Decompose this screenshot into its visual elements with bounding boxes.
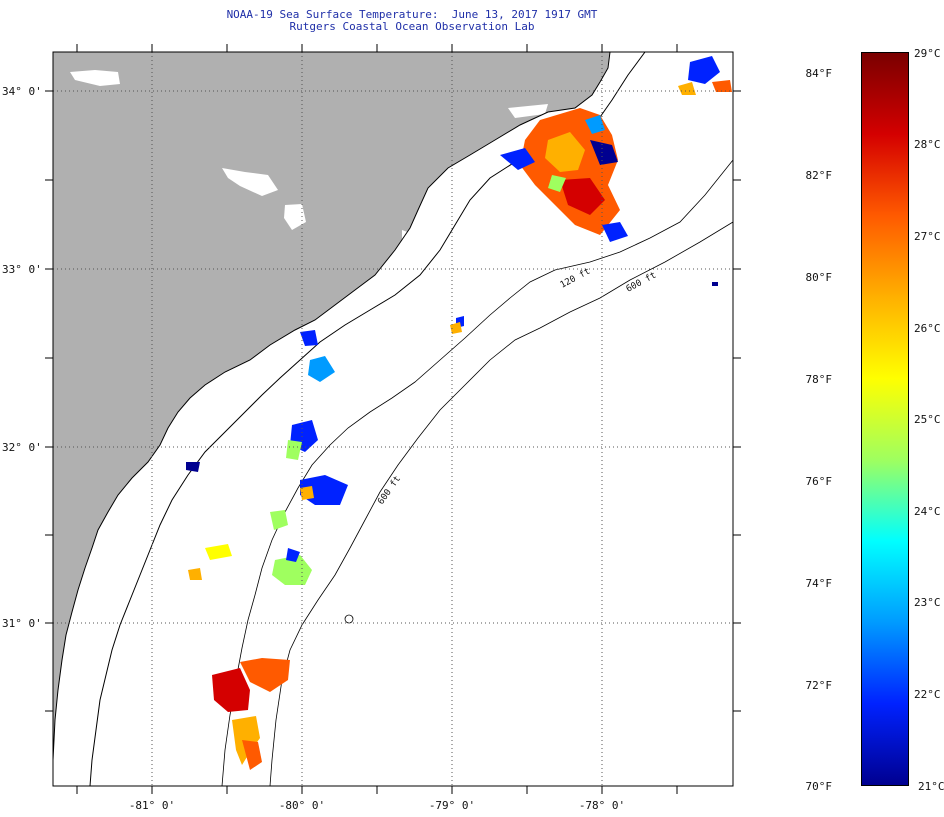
colorbar-label-c: 22°C xyxy=(914,688,941,701)
lon-label-81: -81° 0' xyxy=(129,799,175,812)
colorbar-label-c: 27°C xyxy=(914,230,941,243)
isobath-600ft xyxy=(269,221,733,786)
lat-label-31: 31° 0' xyxy=(2,617,42,630)
temperature-colorbar xyxy=(861,52,909,786)
colorbar-label-c: 29°C xyxy=(914,47,941,60)
lat-label-34: 34° 0' xyxy=(2,85,42,98)
colorbar-label-f: 82°F xyxy=(805,169,833,182)
sst-patches xyxy=(186,56,732,770)
isobath-120ft xyxy=(221,159,733,786)
colorbar-label-c: 24°C xyxy=(914,505,941,518)
map-frame xyxy=(52,51,734,787)
colorbar-label-f: 72°F xyxy=(805,679,833,692)
colorbar-label-f: 78°F xyxy=(805,373,833,386)
lon-label-79: -79° 0' xyxy=(429,799,475,812)
colorbar-label-c: 28°C xyxy=(914,138,941,151)
axis-ticks xyxy=(45,44,741,794)
colorbar-label-c: 23°C xyxy=(914,596,941,609)
lon-label-80: -80° 0' xyxy=(279,799,325,812)
lat-label-33: 33° 0' xyxy=(2,263,42,276)
colorbar-label-f: 74°F xyxy=(805,577,833,590)
colorbar-label-c: 25°C xyxy=(914,413,941,426)
colorbar-label-f: 80°F xyxy=(805,271,833,284)
map-title: NOAA-19 Sea Surface Temperature: June 13… xyxy=(226,8,598,21)
cloud-patch xyxy=(222,168,278,196)
cloud-patch xyxy=(284,204,306,230)
isobath-label: 600 ft xyxy=(376,474,403,506)
coastline xyxy=(53,52,611,761)
cloud-patch xyxy=(402,230,418,246)
cloud-patch xyxy=(508,104,548,118)
map-subtitle: Rutgers Coastal Ocean Observation Lab xyxy=(289,20,535,33)
lat-label-32: 32° 0' xyxy=(2,441,42,454)
colorbar-label-f: 76°F xyxy=(805,475,833,488)
colorbar-label-f: 70°F xyxy=(805,780,833,793)
cloud-patch xyxy=(70,70,120,86)
isobath-ring xyxy=(344,614,354,624)
graticule xyxy=(53,52,733,786)
isobath-label: 120 ft xyxy=(559,267,592,291)
lon-label-78: -78° 0' xyxy=(579,799,625,812)
colorbar-label-c: 26°C xyxy=(914,322,941,335)
colorbar-label-f: 84°F xyxy=(805,67,833,80)
land-mass xyxy=(53,52,610,760)
colorbar-label-c: 21°C xyxy=(918,780,944,793)
cloud-patch xyxy=(60,720,75,760)
